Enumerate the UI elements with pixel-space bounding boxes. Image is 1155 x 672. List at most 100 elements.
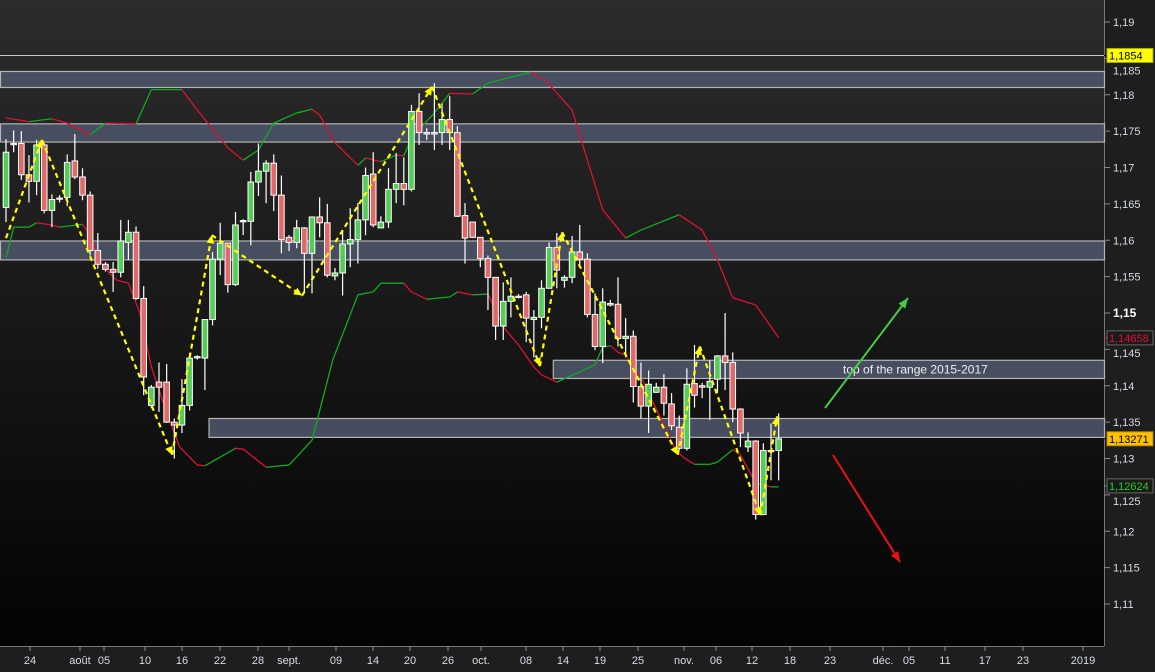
upper-band-segment <box>311 108 321 116</box>
zones: top of the range 2015-2017 <box>0 70 1106 439</box>
price-tick-label: 1,135 <box>1113 417 1141 429</box>
time-tick-label: nov. <box>674 655 694 667</box>
bearish-arrow-head <box>890 551 900 562</box>
upper-band-segment <box>257 122 275 151</box>
candle-up <box>63 161 71 198</box>
plot-area[interactable] <box>0 0 1104 646</box>
upper-band-segment <box>487 71 531 84</box>
time-tick-label: 24 <box>24 655 36 667</box>
upper-band-segment <box>357 157 366 166</box>
zigzag-arrowhead <box>533 357 541 367</box>
upper-band-segment <box>242 149 259 161</box>
candle-down <box>591 313 599 347</box>
lower-band-segment <box>9 227 15 244</box>
price-label-1,12624: 1,12624 <box>1109 481 1149 493</box>
time-tick-label: 16 <box>176 655 188 667</box>
time-tick-label: 18 <box>784 655 796 667</box>
lower-band-segment <box>266 464 290 468</box>
candle-up <box>362 175 369 221</box>
zigzag-segment <box>211 234 303 297</box>
upper-band-segment <box>433 92 451 114</box>
time-tick-label: déc. <box>873 655 894 667</box>
zigzag-segment <box>676 346 701 456</box>
lower-band-segment <box>579 364 596 373</box>
candle-down <box>86 194 94 251</box>
time-tick-label: 14 <box>557 655 569 667</box>
upper-band-segment <box>602 209 627 239</box>
candle-down <box>301 227 308 254</box>
candle-up <box>186 357 193 406</box>
candle-up <box>622 335 629 339</box>
lower-band-segment <box>357 291 374 296</box>
candle-down <box>477 236 484 259</box>
lower-band-segment <box>219 447 236 458</box>
time-axis-panel[interactable] <box>0 646 1155 672</box>
price-label-box <box>1106 431 1154 447</box>
lower-band-segment <box>5 242 11 258</box>
upper-band-segment <box>732 297 756 306</box>
zigzag-arrowhead <box>771 416 780 425</box>
time-tick-label: 20 <box>404 655 416 667</box>
price-tick-label: 1,175 <box>1113 126 1141 138</box>
candle-up <box>530 316 538 321</box>
time-tick-label: oct. <box>472 655 490 667</box>
candle-down <box>109 268 117 273</box>
lower-band-segment <box>288 439 313 466</box>
candle-down <box>660 386 668 404</box>
zone-1 <box>0 123 1106 143</box>
upper-band-segment <box>449 92 473 95</box>
time-tick-label: 19 <box>594 655 606 667</box>
upper-band-segment <box>319 114 336 144</box>
candle-up <box>255 170 262 183</box>
lower-band-segment <box>518 344 535 368</box>
candle-down <box>522 294 530 319</box>
price-label-box <box>1106 330 1154 346</box>
candle-up <box>760 449 767 516</box>
candle-up <box>293 227 300 243</box>
candle-up <box>714 355 721 380</box>
candle-down <box>171 421 178 426</box>
lower-band-segment <box>59 223 83 228</box>
price-tick-label: 1,15 <box>1113 306 1137 320</box>
price-axis-panel[interactable] <box>1104 0 1155 646</box>
candle-up <box>431 132 438 135</box>
candle-up <box>232 224 239 286</box>
price-axis: 1,19 1,185 1,18 1,175 1,17 1,165 1,16 1,155 1,15… <box>1104 17 1141 611</box>
lower-band-segment <box>235 447 244 450</box>
lower-band-segment <box>502 326 520 346</box>
candle-down <box>155 381 163 388</box>
candle-down <box>324 222 331 276</box>
lower-band-segment <box>682 456 695 465</box>
candle-up <box>117 240 125 273</box>
time-tick-label: 23 <box>824 655 836 667</box>
upper-band-segment <box>89 122 106 136</box>
lower-band-segment <box>541 374 558 383</box>
lower-band-segment <box>732 449 741 456</box>
upper-band-segment <box>586 160 604 210</box>
candle-down <box>614 303 622 339</box>
candle-down <box>40 144 48 211</box>
upper-band-segment <box>571 109 589 161</box>
candle-down <box>270 162 278 196</box>
candle-down <box>492 276 499 327</box>
zone-label: top of the range 2015-2017 <box>843 362 988 376</box>
candle-down <box>102 263 109 270</box>
lower-band-segment <box>403 282 412 293</box>
zigzag-arrowhead <box>753 506 762 516</box>
zigzag-segment <box>698 346 762 516</box>
time-tick-label: 26 <box>442 655 454 667</box>
candle-down <box>56 197 63 200</box>
price-tick-label: 1,115 <box>1113 563 1140 575</box>
lower-band-segment <box>457 291 473 296</box>
price-label-box <box>1106 478 1154 494</box>
time-tick-label: août <box>69 655 90 667</box>
candle-up <box>247 181 255 222</box>
upper-band-segment <box>66 122 91 136</box>
lower-band-segment <box>197 464 205 467</box>
lower-band-segment <box>51 224 60 228</box>
price-tick-label: 1,12 <box>1113 526 1134 538</box>
zone-4 <box>208 417 1106 439</box>
candle-up <box>652 386 660 393</box>
candle-down <box>316 216 323 224</box>
